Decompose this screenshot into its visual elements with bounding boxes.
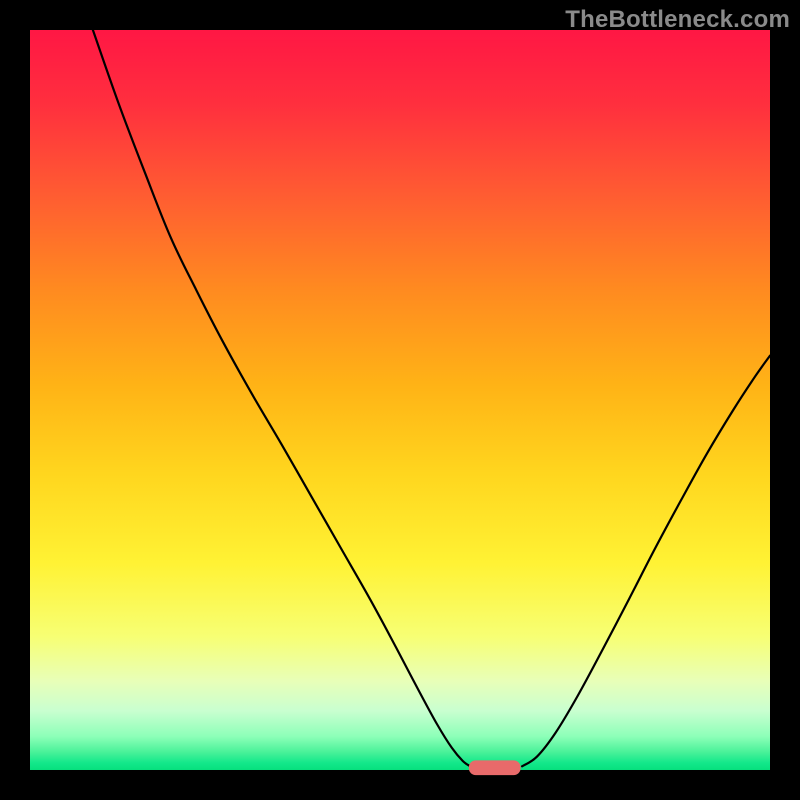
optimal-marker xyxy=(469,760,521,775)
plot-background xyxy=(30,30,770,770)
chart-stage: TheBottleneck.com xyxy=(0,0,800,800)
bottleneck-chart xyxy=(0,0,800,800)
